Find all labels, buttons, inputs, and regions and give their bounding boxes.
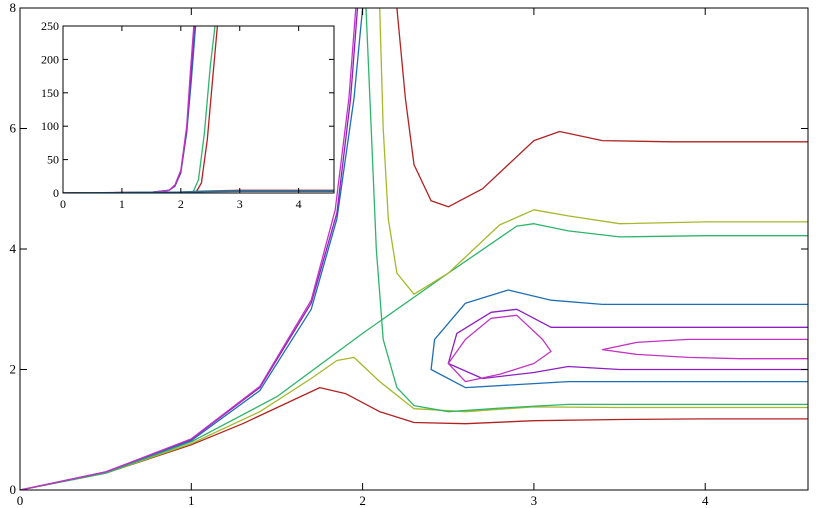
main-series-line-2 <box>20 223 808 490</box>
inset-x-tick-label: 2 <box>178 197 184 211</box>
inset-x-tick-label: 3 <box>237 197 243 211</box>
main-series-group <box>20 8 808 490</box>
inset-plot-background <box>63 26 334 193</box>
inset-y-tick-label: 250 <box>41 19 59 33</box>
inset-series-group <box>63 26 334 193</box>
main-series-line-1 <box>20 356 808 490</box>
inset-series-line-3 <box>191 26 216 193</box>
main-series-line-4 <box>379 8 808 295</box>
inset-plot-frame <box>62 25 335 194</box>
main-x-tick-label: 1 <box>188 493 195 508</box>
inset-y-tick-label: 150 <box>41 86 59 100</box>
main-y-tick-label: 6 <box>10 121 17 136</box>
inset-y-tick-label: 50 <box>47 153 59 167</box>
inset-plot: 0 1 2 3 4 0 50 100 150 200 250 <box>41 19 335 211</box>
inset-series-line-7 <box>63 190 334 193</box>
main-x-tick-label: 3 <box>531 493 538 508</box>
main-y-tick-label: 0 <box>10 482 17 497</box>
inset-x-tick-label: 4 <box>296 197 302 211</box>
main-series-line-8 <box>20 8 357 490</box>
main-series-line-5 <box>396 8 808 208</box>
main-x-tick-label: 0 <box>17 493 24 508</box>
inset-x-tick-label: 1 <box>119 197 125 211</box>
inset-y-tick-label: 0 <box>53 186 59 200</box>
main-series-line-10 <box>447 308 808 380</box>
main-y-tick-label: 8 <box>10 0 17 15</box>
inset-y-tick-label: 200 <box>41 52 59 66</box>
main-series-line-0 <box>20 386 808 490</box>
inset-y-tick-label: 100 <box>41 119 59 133</box>
main-plot: 0 1 2 3 4 0 2 4 6 8 <box>10 0 809 508</box>
main-x-tick-label: 2 <box>359 493 366 508</box>
main-series-line-12 <box>601 338 808 360</box>
inset-x-tick-label: 0 <box>60 197 66 211</box>
main-series-line-11 <box>447 314 552 383</box>
main-series-line-3 <box>365 8 808 413</box>
main-y-tick-label: 4 <box>10 241 17 256</box>
main-y-tick-label: 2 <box>10 362 17 377</box>
main-series-line-9 <box>430 289 808 389</box>
inset-series-line-4 <box>194 26 219 193</box>
main-x-tick-label: 4 <box>702 493 709 508</box>
